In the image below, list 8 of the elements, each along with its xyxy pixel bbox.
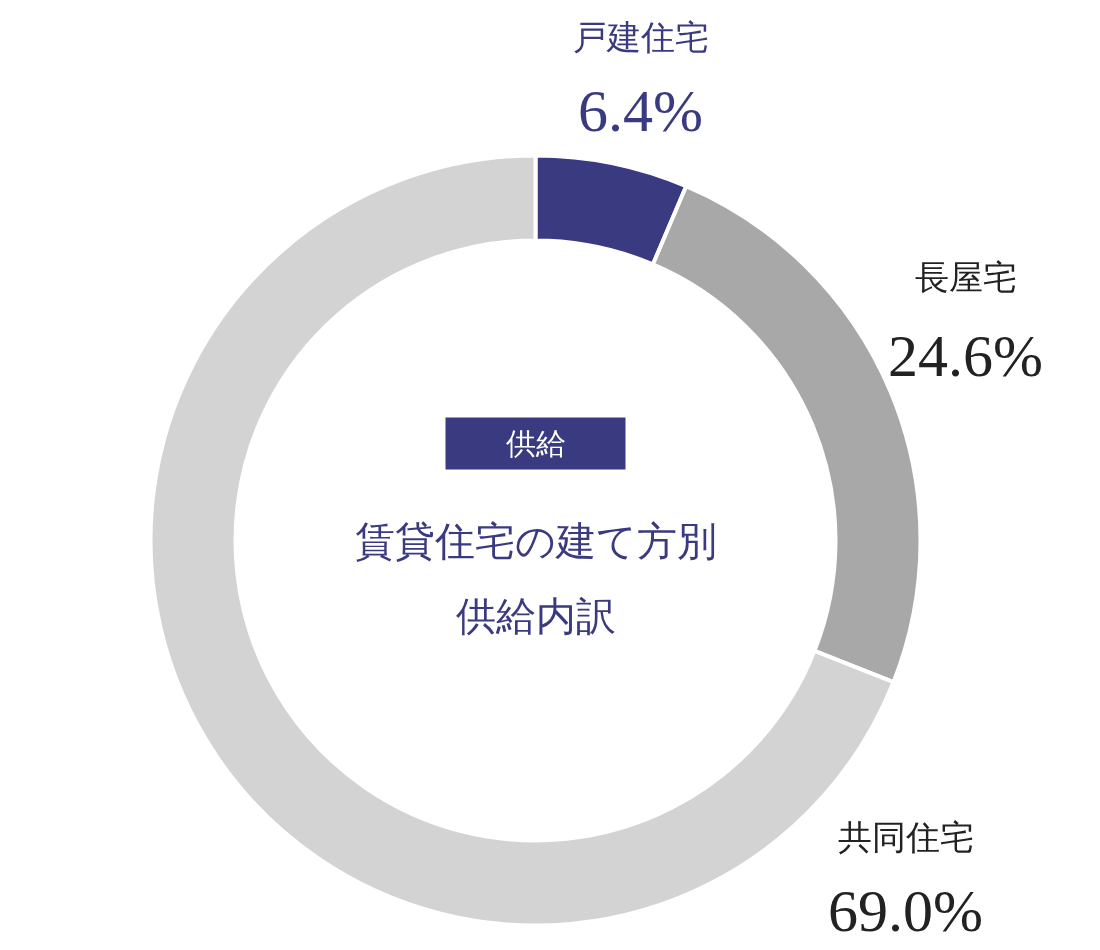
text: 賃貸住宅の建て方別供給内訳 (354, 517, 717, 639)
data-label: 24.6% (888, 322, 1043, 389)
slice-label: 共同住宅 (837, 818, 974, 856)
data-label: 6.4% (578, 77, 703, 144)
data-label: 69.0% (828, 877, 983, 944)
text: 供給 (505, 426, 566, 461)
slice-label: 長屋宅 (914, 258, 1017, 296)
slice-label: 戸建住宅 (572, 18, 709, 56)
